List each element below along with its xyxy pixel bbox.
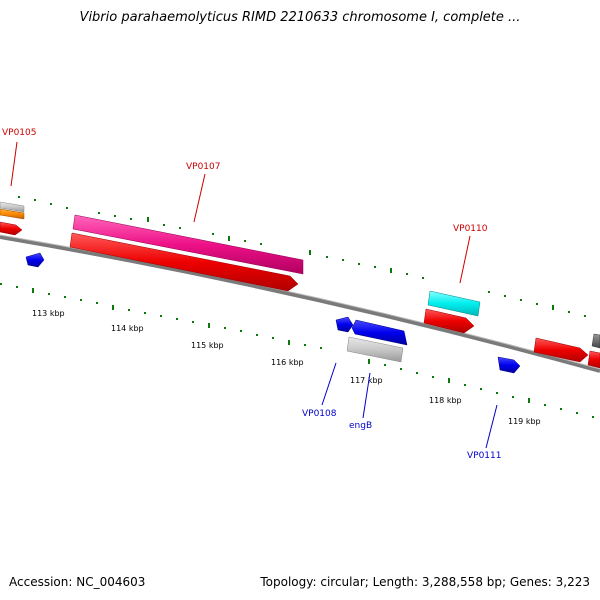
scale-label-113: 113 kbp: [32, 309, 65, 318]
upper-tick-ring: [18, 196, 586, 317]
gene-vp0110-cyan[interactable]: [427, 290, 481, 317]
gene-orange-left-edge[interactable]: [0, 208, 25, 220]
gene-dark-right-edge[interactable]: [591, 333, 600, 349]
scale-label-116: 116 kbp: [271, 358, 304, 367]
gene-gray-left-edge[interactable]: [0, 201, 25, 213]
leader-vp0108: [321, 362, 337, 406]
scale-label-117: 117 kbp: [350, 376, 383, 385]
gene-vp0108-blue[interactable]: [335, 316, 354, 333]
accession-text: Accession: NC_004603: [9, 575, 146, 589]
leader-vp0105: [10, 141, 18, 187]
chromosome-backbone: [0, 235, 600, 373]
gene-label-vp0107[interactable]: VP0107: [186, 162, 221, 172]
gene-vp0107-pink[interactable]: [72, 214, 304, 275]
leader-engb: [362, 372, 371, 419]
gene-label-vp0108[interactable]: VP0108: [302, 409, 337, 419]
scale-label-119: 119 kbp: [508, 417, 541, 426]
leader-vp0111: [485, 404, 498, 449]
gene-vp0111-blue[interactable]: [497, 356, 521, 374]
gene-blue-small-left[interactable]: [25, 252, 45, 268]
gene-gray-center[interactable]: [346, 336, 404, 363]
gene-engb-blue[interactable]: [351, 319, 408, 346]
genome-summary-text: Topology: circular; Length: 3,288,558 bp…: [260, 575, 590, 589]
gene-label-vp0111[interactable]: VP0111: [467, 451, 502, 461]
leader-vp0110: [459, 235, 471, 284]
map-title: Vibrio parahaemolyticus RIMD 2210633 chr…: [79, 10, 521, 25]
lower-tick-ring: [0, 283, 594, 418]
gene-label-vp0105[interactable]: VP0105: [2, 128, 37, 138]
scale-label-115: 115 kbp: [191, 341, 224, 350]
gene-red-left-edge[interactable]: [0, 221, 23, 236]
scale-label-114: 114 kbp: [111, 324, 144, 333]
scale-label-118: 118 kbp: [429, 396, 462, 405]
leader-vp0107: [193, 173, 206, 223]
gene-red-right-2[interactable]: [587, 350, 600, 369]
gene-label-engb[interactable]: engB: [349, 421, 372, 431]
gene-red-right-1[interactable]: [533, 337, 589, 363]
gene-vp0107-red[interactable]: [69, 232, 299, 292]
gene-label-vp0110[interactable]: VP0110: [453, 224, 488, 234]
gene-vp0110-red[interactable]: [423, 308, 475, 334]
